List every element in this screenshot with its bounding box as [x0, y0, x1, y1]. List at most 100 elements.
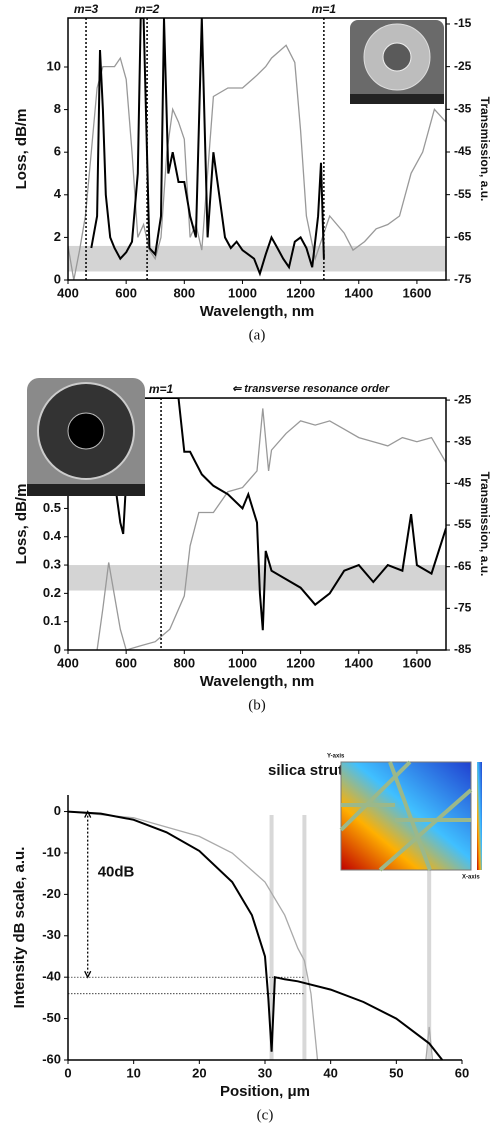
y-tick-label: 2	[54, 229, 61, 244]
fiber-core	[67, 412, 105, 450]
inset-x-label: X-axis	[462, 875, 480, 881]
y-tick-label: 0	[54, 641, 61, 656]
y-tick-label: 0	[54, 271, 61, 286]
inset-y-label: Y-axis	[327, 754, 345, 760]
x-tick-label: 50	[389, 1065, 403, 1080]
y-tick-label: 0.2	[43, 585, 61, 600]
y-tick-label: -60	[42, 1051, 61, 1066]
y2-tick-label: -55	[454, 517, 472, 531]
data-line	[107, 398, 446, 631]
y-axis-label: Loss, dB/m	[13, 484, 30, 565]
y2-tick-label: -75	[454, 272, 472, 286]
fiber-core	[382, 42, 412, 72]
y-tick-label: 4	[54, 186, 62, 201]
shaded-band	[68, 565, 446, 591]
silica-strut	[427, 815, 432, 1060]
y2-axis-label: Transmission, a.u.	[478, 472, 492, 577]
caption: (a)	[249, 327, 266, 343]
x-tick-label: 20	[192, 1065, 206, 1080]
x-tick-label: 400	[57, 655, 79, 670]
x-tick-label: 1400	[344, 285, 373, 300]
struts	[339, 760, 473, 872]
inset-strip	[27, 484, 145, 496]
resonance-label: m=1	[312, 2, 337, 16]
x-tick-label: 1400	[344, 655, 373, 670]
x-tick-label: 1600	[402, 285, 431, 300]
y-tick-label: 8	[54, 101, 61, 116]
x-tick-label: 1000	[228, 655, 257, 670]
plot-frame	[67, 397, 447, 651]
x-axis-label: Position, μm	[220, 1083, 310, 1100]
y-tick-label: -30	[42, 927, 61, 942]
x-tick-label: 10	[126, 1065, 140, 1080]
x-tick-label: 800	[173, 655, 195, 670]
data-line	[68, 810, 434, 1060]
data-line	[68, 44, 446, 280]
data-line	[90, 18, 325, 277]
heatmap	[340, 761, 472, 871]
inset-strip	[350, 94, 444, 104]
y2-tick-label: -35	[454, 101, 472, 115]
y-tick-label: 0.4	[43, 528, 62, 543]
data-line	[96, 408, 446, 650]
plot-area	[68, 810, 444, 1060]
x-tick-label: 40	[323, 1065, 337, 1080]
x-tick-label: 1000	[228, 285, 257, 300]
x-axis-label: Wavelength, nm	[200, 303, 314, 320]
y-tick-label: 0.3	[43, 556, 61, 571]
inset-image	[350, 20, 444, 104]
inset-image	[27, 378, 145, 496]
y-tick-label: 10	[47, 58, 61, 73]
x-tick-label: 1200	[286, 655, 315, 670]
colorbar	[477, 762, 482, 870]
x-tick-label: 1200	[286, 285, 315, 300]
plot-frame	[67, 17, 447, 281]
y2-tick-label: -85	[454, 642, 472, 656]
annotation: ⇐ transverse resonance order	[232, 383, 390, 395]
caption: (c)	[257, 1107, 274, 1123]
y2-tick-label: -25	[454, 392, 472, 406]
x-axis-label: Wavelength, nm	[200, 673, 314, 690]
y-tick-label: -20	[42, 886, 61, 901]
inset-image: Y-axis X-axis	[327, 754, 482, 881]
y2-tick-label: -65	[454, 559, 472, 573]
x-tick-label: 800	[173, 285, 195, 300]
resonance-label: m=3	[74, 2, 99, 16]
y2-tick-label: -65	[454, 230, 472, 244]
x-tick-label: 30	[258, 1065, 272, 1080]
x-tick-label: 60	[455, 1065, 469, 1080]
y-axis-label: Intensity dB scale, a.u.	[11, 847, 28, 1009]
y-tick-label: 6	[54, 144, 61, 159]
y-tick-label: 0.5	[43, 500, 61, 515]
annotation: silica strut	[268, 762, 343, 779]
resonance-label: m=2	[135, 2, 160, 16]
y-axis-label: Loss, dB/m	[13, 109, 30, 190]
resonance-label: m=1	[149, 382, 174, 396]
x-tick-label: 600	[115, 285, 137, 300]
y2-tick-label: -35	[454, 434, 472, 448]
x-tick-label: 0	[64, 1065, 71, 1080]
y-tick-label: -50	[42, 1010, 61, 1025]
y-tick-label: -10	[42, 844, 61, 859]
silica-strut	[269, 815, 274, 1060]
range-label: 40dB	[98, 863, 135, 880]
x-tick-label: 600	[115, 655, 137, 670]
y2-tick-label: -75	[454, 601, 472, 615]
y-tick-label: 0	[54, 803, 61, 818]
plot-area	[68, 18, 446, 280]
y-tick-label: -40	[42, 969, 61, 984]
caption: (b)	[248, 697, 266, 713]
y2-tick-label: -25	[454, 59, 472, 73]
y2-tick-label: -45	[454, 144, 472, 158]
data-line	[68, 810, 444, 1060]
y2-tick-label: -55	[454, 187, 472, 201]
x-tick-label: 1600	[402, 655, 431, 670]
y2-tick-label: -15	[454, 16, 472, 30]
x-tick-label: 400	[57, 285, 79, 300]
silica-strut	[302, 815, 307, 1060]
y2-axis-label: Transmission, a.u.	[478, 97, 492, 202]
arrow-head	[84, 810, 92, 979]
plot-area	[68, 398, 446, 650]
